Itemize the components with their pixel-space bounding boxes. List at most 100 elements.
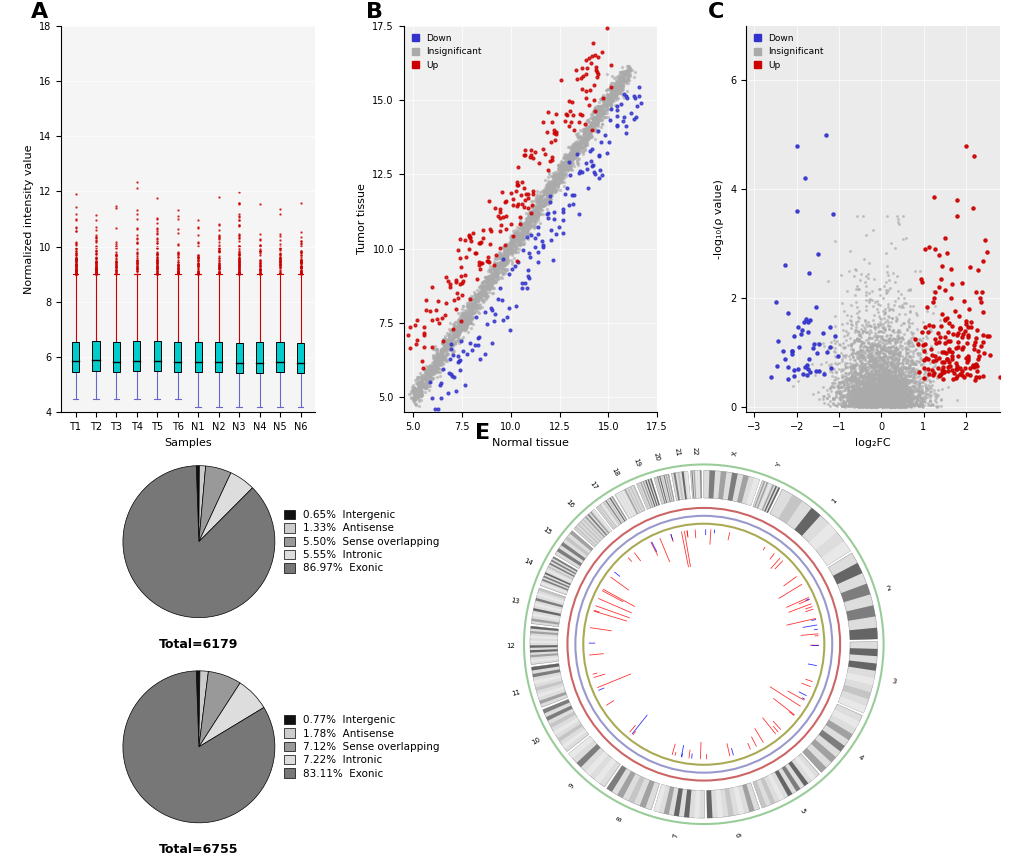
Down bbox=[491, 281, 507, 295]
Down bbox=[542, 223, 558, 237]
Insignificant bbox=[865, 391, 881, 405]
Insignificant bbox=[867, 398, 883, 411]
Insignificant bbox=[527, 210, 543, 223]
Insignificant bbox=[882, 399, 899, 413]
Insignificant bbox=[880, 399, 897, 413]
Insignificant bbox=[849, 392, 865, 405]
Insignificant bbox=[854, 343, 870, 356]
Insignificant bbox=[880, 397, 897, 411]
Insignificant bbox=[608, 91, 625, 105]
Insignificant bbox=[890, 393, 906, 407]
Insignificant bbox=[575, 136, 591, 149]
Insignificant bbox=[413, 372, 429, 386]
Insignificant bbox=[861, 381, 877, 394]
Insignificant bbox=[585, 119, 601, 132]
Insignificant bbox=[444, 332, 461, 345]
Insignificant bbox=[894, 399, 910, 412]
Insignificant bbox=[584, 112, 600, 125]
Insignificant bbox=[428, 351, 444, 365]
Insignificant bbox=[535, 199, 551, 213]
Insignificant bbox=[496, 249, 513, 263]
Insignificant bbox=[405, 393, 421, 406]
Insignificant bbox=[458, 305, 474, 319]
Insignificant bbox=[412, 376, 428, 390]
Insignificant bbox=[828, 357, 845, 371]
Insignificant bbox=[553, 168, 570, 181]
Insignificant bbox=[871, 392, 888, 405]
Insignificant bbox=[867, 399, 883, 413]
Insignificant bbox=[476, 289, 492, 302]
Down bbox=[630, 80, 646, 94]
Insignificant bbox=[858, 387, 874, 401]
Insignificant bbox=[865, 375, 881, 388]
Insignificant bbox=[574, 128, 590, 142]
Insignificant bbox=[892, 378, 908, 392]
Insignificant bbox=[889, 380, 905, 393]
Polygon shape bbox=[598, 504, 616, 527]
Insignificant bbox=[521, 216, 537, 229]
Polygon shape bbox=[604, 500, 622, 524]
Down bbox=[591, 149, 607, 163]
Insignificant bbox=[875, 387, 892, 400]
Insignificant bbox=[870, 399, 887, 413]
Insignificant bbox=[871, 375, 888, 389]
Insignificant bbox=[451, 314, 468, 328]
Insignificant bbox=[846, 358, 862, 372]
Insignificant bbox=[879, 347, 896, 361]
Insignificant bbox=[516, 227, 532, 241]
Insignificant bbox=[482, 276, 498, 289]
Down bbox=[498, 310, 515, 324]
Up bbox=[952, 361, 968, 375]
Insignificant bbox=[473, 281, 489, 295]
Insignificant bbox=[882, 392, 899, 405]
Insignificant bbox=[580, 125, 596, 138]
Insignificant bbox=[883, 365, 900, 379]
Wedge shape bbox=[199, 466, 206, 542]
Insignificant bbox=[601, 98, 618, 112]
Insignificant bbox=[546, 177, 562, 191]
Insignificant bbox=[862, 349, 878, 362]
Polygon shape bbox=[781, 765, 800, 791]
Insignificant bbox=[870, 393, 887, 406]
Insignificant bbox=[878, 210, 895, 223]
Insignificant bbox=[524, 219, 540, 233]
Insignificant bbox=[421, 362, 437, 376]
Insignificant bbox=[888, 385, 904, 399]
Insignificant bbox=[430, 345, 446, 359]
Insignificant bbox=[874, 387, 891, 400]
Insignificant bbox=[862, 360, 878, 374]
Insignificant bbox=[865, 362, 881, 376]
Insignificant bbox=[911, 364, 927, 378]
Insignificant bbox=[839, 387, 855, 401]
Insignificant bbox=[546, 168, 562, 182]
Insignificant bbox=[894, 383, 910, 397]
Insignificant bbox=[472, 298, 488, 312]
Insignificant bbox=[856, 382, 872, 396]
Insignificant bbox=[472, 278, 488, 292]
Insignificant bbox=[556, 161, 573, 174]
Insignificant bbox=[590, 113, 606, 127]
Insignificant bbox=[901, 283, 917, 296]
Insignificant bbox=[861, 372, 877, 386]
Insignificant bbox=[876, 369, 893, 383]
Insignificant bbox=[887, 395, 903, 409]
Insignificant bbox=[897, 384, 913, 398]
Insignificant bbox=[463, 307, 479, 320]
Insignificant bbox=[860, 390, 876, 404]
Insignificant bbox=[417, 381, 433, 395]
Insignificant bbox=[469, 286, 485, 300]
Insignificant bbox=[542, 180, 558, 193]
Insignificant bbox=[577, 139, 593, 153]
Insignificant bbox=[881, 375, 898, 388]
Insignificant bbox=[873, 350, 890, 364]
Insignificant bbox=[588, 116, 604, 130]
Insignificant bbox=[614, 73, 631, 87]
Insignificant bbox=[867, 371, 883, 385]
Insignificant bbox=[475, 289, 491, 302]
Insignificant bbox=[880, 310, 897, 324]
Insignificant bbox=[405, 378, 421, 392]
Down bbox=[500, 267, 517, 281]
Insignificant bbox=[486, 252, 502, 265]
Insignificant bbox=[889, 399, 905, 413]
Insignificant bbox=[869, 383, 886, 397]
